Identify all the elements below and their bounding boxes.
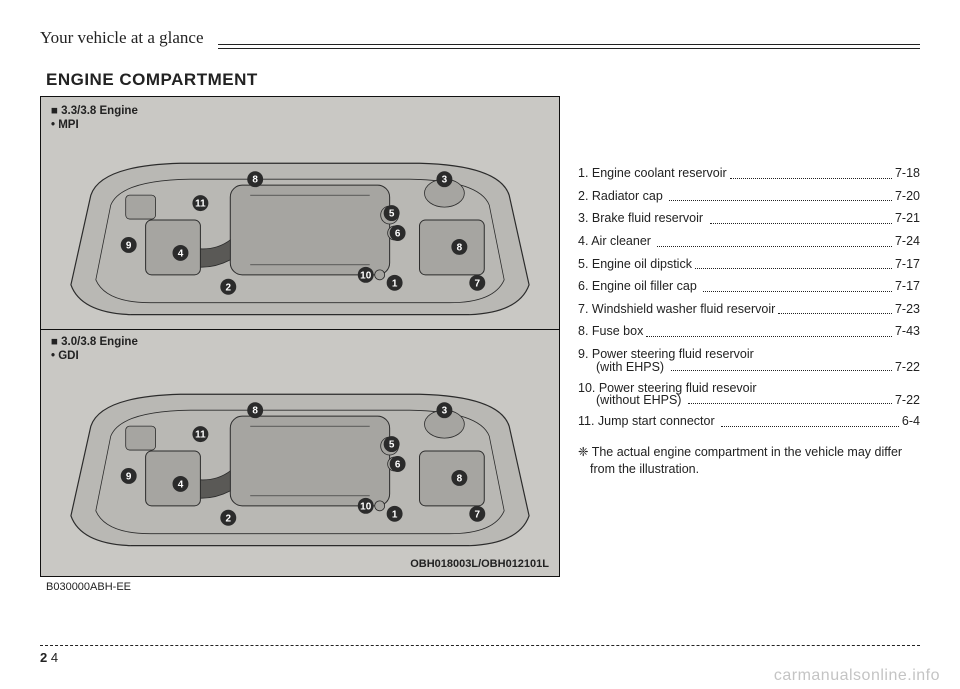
engine-label-top: ■ 3.3/3.8 Engine — [51, 105, 549, 117]
svg-text:5: 5 — [389, 209, 395, 220]
page-number: 4 — [51, 650, 58, 665]
engine-illustration-top: 83115694810127 — [51, 135, 549, 325]
legend-page: 7-23 — [895, 302, 920, 318]
legend-page: 7-21 — [895, 211, 920, 227]
page-numbers: 2 4 — [40, 650, 920, 665]
svg-text:8: 8 — [252, 175, 258, 186]
legend-dots — [695, 257, 892, 270]
legend-dots — [688, 393, 892, 404]
svg-text:10: 10 — [360, 501, 372, 512]
svg-text:11: 11 — [195, 430, 206, 441]
legend-row-sub: (without EHPS) 7-22 — [596, 393, 920, 407]
engine-sublabel-bottom: • GDI — [51, 350, 549, 362]
legend-dots — [703, 279, 892, 292]
figure-number-right: OBH018003L/OBH012101L — [51, 558, 549, 570]
svg-text:8: 8 — [457, 473, 463, 484]
legend-page: 7-18 — [895, 166, 920, 182]
svg-text:9: 9 — [126, 471, 132, 482]
svg-text:6: 6 — [395, 228, 401, 239]
svg-text:10: 10 — [360, 270, 372, 281]
svg-text:11: 11 — [195, 199, 206, 210]
legend-dots — [721, 414, 899, 427]
header-rule — [218, 44, 921, 49]
legend-sublabel: (without EHPS) — [596, 393, 685, 407]
legend-dots — [657, 234, 892, 247]
legend-sublabel: (with EHPS) — [596, 360, 668, 374]
footnote: ❈ The actual engine compartment in the v… — [578, 444, 920, 478]
svg-text:6: 6 — [395, 459, 401, 470]
legend-page: 7-20 — [895, 189, 920, 205]
svg-text:3: 3 — [442, 406, 448, 417]
page: Your vehicle at a glance ENGINE COMPARTM… — [0, 0, 960, 689]
legend-row: 8. Fuse box 7-43 — [578, 324, 920, 340]
section-number: 2 — [40, 650, 47, 665]
svg-text:8: 8 — [457, 242, 463, 253]
engine-illustration-bottom: 83115694810127 — [51, 366, 549, 556]
legend-row-sub: (with EHPS) 7-22 — [596, 360, 920, 374]
content-row: ■ 3.3/3.8 Engine • MPI 83115694810127 ■ … — [40, 96, 920, 593]
legend-list: 1. Engine coolant reservoir 7-18 2. Radiat… — [578, 166, 920, 430]
legend-row: 7. Windshield washer fluid reservoir 7-23 — [578, 302, 920, 318]
legend-row: 11. Jump start connector 6-4 — [578, 414, 920, 430]
legend-dots — [778, 302, 892, 315]
legend-page: 7-22 — [895, 360, 920, 374]
svg-text:2: 2 — [226, 282, 232, 293]
legend-dots — [646, 324, 892, 337]
legend-label: 2. Radiator cap — [578, 189, 666, 205]
legend-column: 1. Engine coolant reservoir 7-18 2. Radiat… — [578, 96, 920, 593]
legend-page: 7-43 — [895, 324, 920, 340]
legend-label: 11. Jump start connector — [578, 414, 718, 430]
legend-dots — [671, 360, 892, 371]
footer-rule — [40, 645, 920, 646]
svg-text:4: 4 — [178, 248, 184, 259]
legend-page: 6-4 — [902, 414, 920, 430]
header-row: Your vehicle at a glance — [40, 28, 920, 48]
svg-text:9: 9 — [126, 240, 132, 251]
legend-dots — [730, 166, 892, 179]
figure-divider — [41, 329, 559, 330]
figure-box: ■ 3.3/3.8 Engine • MPI 83115694810127 ■ … — [40, 96, 560, 577]
legend-page: 7-17 — [895, 279, 920, 295]
legend-dots — [669, 189, 892, 202]
legend-label: 1. Engine coolant reservoir — [578, 166, 727, 182]
legend-label: 4. Air cleaner — [578, 234, 654, 250]
chapter-title: Your vehicle at a glance — [40, 28, 204, 48]
engine-sublabel-top: • MPI — [51, 119, 549, 131]
legend-page: 7-22 — [895, 393, 920, 407]
legend-label: 5. Engine oil dipstick — [578, 257, 692, 273]
footer: 2 4 — [40, 645, 920, 665]
legend-label: 7. Windshield washer fluid reservoir — [578, 302, 775, 318]
engine-label-bottom: ■ 3.0/3.8 Engine — [51, 336, 549, 348]
legend-label: 6. Engine oil filler cap — [578, 279, 700, 295]
legend-row: 1. Engine coolant reservoir 7-18 — [578, 166, 920, 182]
watermark: carmanualsonline.info — [774, 667, 940, 685]
svg-text:7: 7 — [475, 278, 481, 289]
legend-label: 3. Brake fluid reservoir — [578, 211, 707, 227]
figure-number-left: B030000ABH-EE — [46, 581, 560, 593]
figure-column: ■ 3.3/3.8 Engine • MPI 83115694810127 ■ … — [40, 96, 560, 593]
legend-row: 4. Air cleaner 7-24 — [578, 234, 920, 250]
svg-text:1: 1 — [392, 278, 398, 289]
svg-text:5: 5 — [389, 440, 395, 451]
legend-row: 6. Engine oil filler cap 7-17 — [578, 279, 920, 295]
svg-text:7: 7 — [475, 509, 481, 520]
legend-label: 8. Fuse box — [578, 324, 643, 340]
svg-text:2: 2 — [226, 513, 232, 524]
legend-page: 7-17 — [895, 257, 920, 273]
legend-row: 3. Brake fluid reservoir 7-21 — [578, 211, 920, 227]
svg-text:8: 8 — [252, 406, 258, 417]
legend-dots — [710, 211, 892, 224]
legend-row: 2. Radiator cap 7-20 — [578, 189, 920, 205]
section-title: ENGINE COMPARTMENT — [46, 70, 920, 90]
legend-row: 5. Engine oil dipstick 7-17 — [578, 257, 920, 273]
svg-text:3: 3 — [442, 175, 448, 186]
svg-text:4: 4 — [178, 479, 184, 490]
svg-text:1: 1 — [392, 509, 398, 520]
legend-page: 7-24 — [895, 234, 920, 250]
